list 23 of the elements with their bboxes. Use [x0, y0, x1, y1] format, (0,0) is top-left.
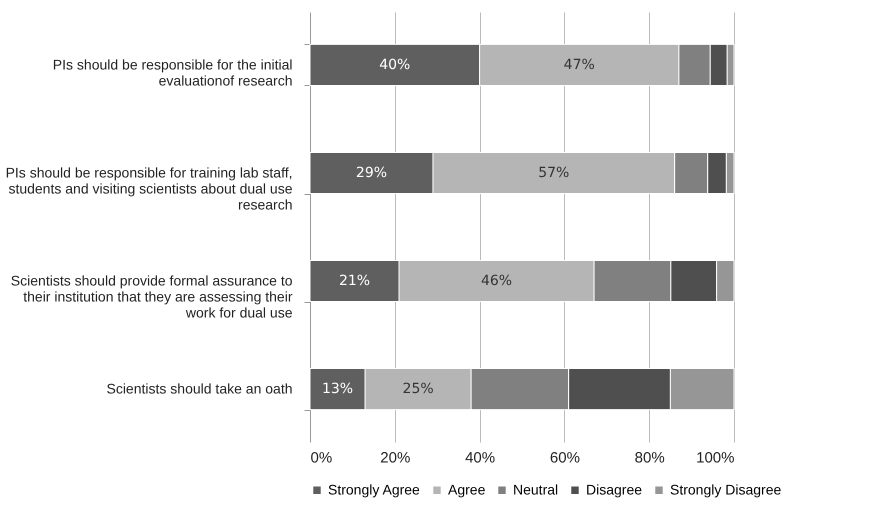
legend-label: Strongly Disagree [670, 481, 782, 498]
x-tick-label: 80% [634, 450, 665, 466]
data-label: 40% [379, 56, 410, 73]
legend-label: Agree [448, 481, 486, 498]
data-label: 25% [402, 381, 434, 398]
data-label: 21% [338, 273, 370, 290]
x-tick-label: 0% [310, 450, 332, 466]
data-label: 47% [564, 56, 595, 73]
y-tick-label: Scientists should take an oath [106, 380, 292, 397]
x-tick-label: 40% [465, 450, 496, 466]
data-label: 29% [356, 164, 388, 181]
data-label: 13% [322, 381, 354, 398]
data-label: 46% [480, 273, 512, 290]
x-tick-label: 60% [550, 450, 580, 466]
legend-label: Neutral [513, 481, 558, 498]
y-tick-label: Scientists should provide formal assurance to their institution that they are assessing their work for dual use [10, 272, 293, 321]
x-tick-label: 100% [696, 450, 734, 466]
legend-label: Strongly Agree [328, 481, 420, 498]
legend-label: Disagree [586, 481, 642, 498]
y-tick-label: PIs should be responsible for training lab staff, students and visiting scientists about dual use research [6, 164, 293, 212]
data-label: 57% [538, 164, 570, 181]
y-tick-label: PIs should be responsible for the initial evaluationof research [52, 56, 292, 88]
x-tick-label: 20% [380, 450, 410, 466]
